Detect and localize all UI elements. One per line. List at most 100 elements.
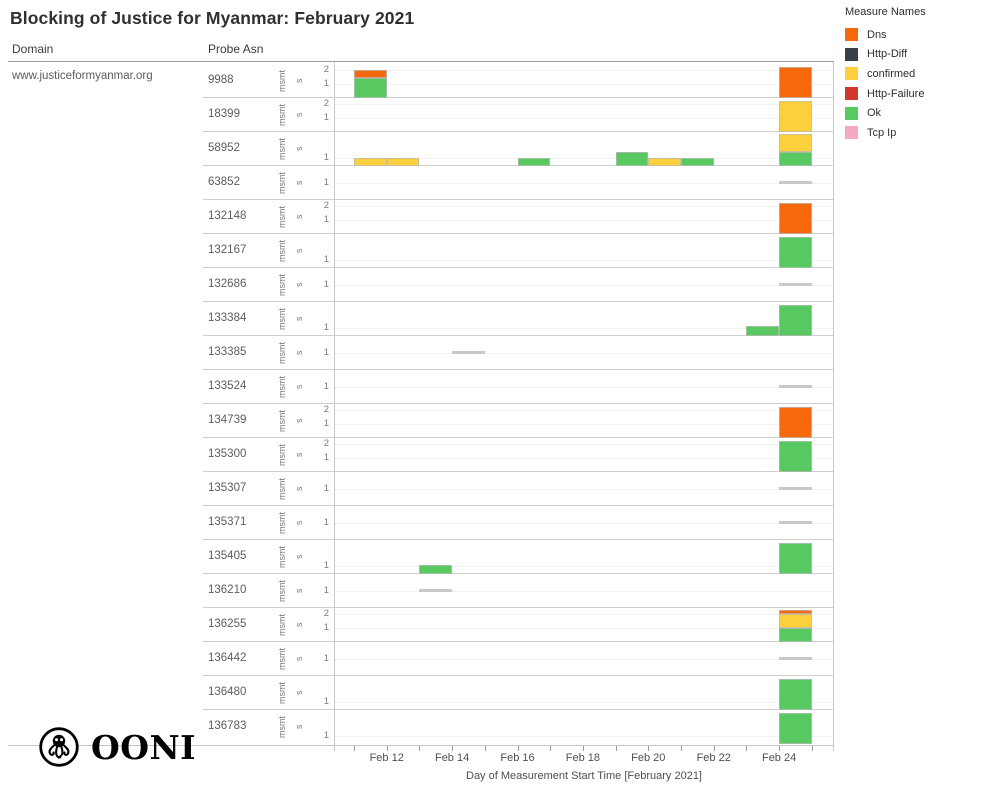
row-divider — [203, 607, 834, 608]
legend-swatch — [845, 106, 858, 120]
row-divider — [203, 233, 834, 234]
measurement-bar[interactable] — [746, 326, 780, 336]
legend-label: Http-Failure — [867, 87, 925, 100]
bar-segment-ok[interactable] — [779, 713, 812, 744]
row-y-axis-title: msmt — [277, 716, 287, 738]
bar-segment-confirmed[interactable] — [354, 158, 387, 166]
legend-item-dns[interactable]: Dns — [845, 25, 995, 45]
measurement-bar[interactable] — [681, 158, 714, 166]
legend-item-http-diff[interactable]: Http-Diff — [845, 45, 995, 65]
row-divider — [203, 709, 834, 710]
bar-segment-ok[interactable] — [779, 152, 812, 166]
measurement-bar[interactable] — [779, 679, 812, 710]
measurement-bar[interactable] — [779, 407, 812, 438]
bar-segment-confirmed[interactable] — [648, 158, 681, 166]
bar-segment-ok[interactable] — [517, 158, 551, 166]
bar-segment-confirmed[interactable] — [386, 158, 420, 166]
bar-segment-ok[interactable] — [354, 78, 387, 98]
gridline — [334, 410, 834, 411]
bar-segment-ok[interactable] — [779, 679, 812, 710]
bar-segment-confirmed[interactable] — [779, 134, 812, 152]
probe-asn-row: 134739 msmt s 2 1 — [0, 404, 1000, 438]
row-y-axis-title: msmt — [277, 478, 287, 500]
measurement-bar[interactable] — [419, 565, 453, 574]
y-tick-label: 1 — [323, 585, 329, 596]
x-axis-tick — [615, 746, 617, 751]
bar-segment-ok[interactable] — [419, 565, 453, 574]
measurement-bar[interactable] — [615, 152, 649, 166]
bar-segment-ok[interactable] — [779, 543, 812, 574]
bar-segment-ok[interactable] — [779, 628, 812, 642]
row-divider — [203, 641, 834, 642]
no-data-marker[interactable] — [779, 521, 812, 524]
measurement-bar[interactable] — [648, 158, 681, 166]
bar-segment-ok[interactable] — [779, 237, 812, 268]
row-plot-pane — [334, 608, 834, 642]
measurement-bar[interactable] — [779, 610, 812, 642]
bar-segment-confirmed[interactable] — [779, 101, 812, 132]
bar-segment-dns[interactable] — [779, 610, 812, 614]
no-data-marker[interactable] — [452, 351, 485, 354]
measurement-bar[interactable] — [779, 713, 812, 744]
measurement-bar[interactable] — [779, 441, 812, 472]
measurement-bar[interactable] — [779, 237, 812, 268]
row-y-axis-title: msmt — [277, 206, 287, 228]
measurement-bar[interactable] — [779, 134, 812, 166]
measurement-bar[interactable] — [779, 67, 812, 98]
measurement-bar[interactable] — [386, 158, 420, 166]
probe-asn-label: 135307 — [208, 482, 247, 494]
row-y-axis-title: msmt — [277, 138, 287, 160]
row-divider — [203, 675, 834, 676]
no-data-marker[interactable] — [779, 181, 812, 184]
measurement-bar[interactable] — [779, 101, 812, 132]
probe-asn-label: 136783 — [208, 720, 247, 732]
bar-segment-ok[interactable] — [779, 441, 812, 472]
row-divider — [203, 97, 834, 98]
probe-asn-row: 132167 msmt s 1 — [0, 234, 1000, 268]
row-y-axis-title: msmt — [277, 682, 287, 704]
no-data-marker[interactable] — [419, 589, 453, 592]
bar-segment-dns[interactable] — [779, 203, 812, 234]
row-y-axis-title: msmt — [277, 274, 287, 296]
measurement-bar[interactable] — [354, 70, 387, 98]
measurement-bar[interactable] — [354, 158, 387, 166]
bar-segment-ok[interactable] — [779, 305, 812, 336]
bar-segment-dns[interactable] — [779, 407, 812, 438]
bar-segment-ok[interactable] — [746, 326, 780, 336]
measurement-bar[interactable] — [779, 305, 812, 336]
row-y-axis-title: msmt — [277, 240, 287, 262]
row-divider — [203, 573, 834, 574]
legend-item-confirmed[interactable]: confirmed — [845, 64, 995, 84]
no-data-marker[interactable] — [779, 657, 812, 660]
probe-asn-row: 136480 msmt s 1 — [0, 676, 1000, 710]
bar-segment-ok[interactable] — [615, 152, 649, 166]
bar-segment-dns[interactable] — [779, 67, 812, 98]
measurement-bar[interactable] — [517, 158, 551, 166]
x-tick-label: Feb 18 — [565, 752, 601, 764]
no-data-marker[interactable] — [779, 283, 812, 286]
row-plot-pane — [334, 642, 834, 676]
x-axis-tick — [681, 746, 682, 751]
bar-segment-ok[interactable] — [681, 158, 714, 166]
no-data-marker[interactable] — [779, 385, 812, 388]
legend-item-tcp ip[interactable]: Tcp Ip — [845, 123, 995, 143]
row-y-axis-title: msmt — [277, 172, 287, 194]
legend-item-ok[interactable]: Ok — [845, 103, 995, 123]
bar-segment-dns[interactable] — [354, 70, 387, 78]
row-y-axis-title: msmt — [277, 308, 287, 330]
gridline — [334, 353, 834, 354]
legend-item-http-failure[interactable]: Http-Failure — [845, 84, 995, 104]
probe-asn-label: 18399 — [208, 108, 240, 120]
measurement-bar[interactable] — [779, 543, 812, 574]
no-data-marker[interactable] — [779, 487, 812, 490]
plot-right-border — [833, 62, 834, 751]
y-tick-label: 2 — [323, 404, 329, 415]
x-axis-tick — [386, 746, 388, 751]
row-divider — [203, 403, 834, 404]
y-tick-label: 1 — [323, 254, 329, 265]
measurement-bar[interactable] — [779, 203, 812, 234]
plot-left-border — [334, 62, 335, 751]
y-tick-label: 1 — [323, 696, 329, 707]
bar-segment-confirmed[interactable] — [779, 614, 812, 628]
row-plot-pane — [334, 98, 834, 132]
